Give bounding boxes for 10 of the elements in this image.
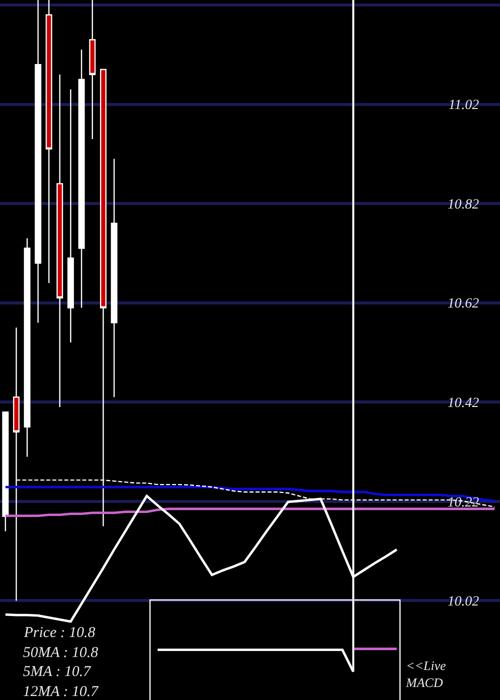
- y-tick-label: 10.42: [448, 396, 479, 412]
- annotation: <<Live MACD: [405, 658, 446, 690]
- y-tick-label: 10.02: [448, 594, 479, 610]
- annotation: 12MA : 10.7: [23, 684, 100, 700]
- y-tick-label: 11.02: [448, 98, 479, 114]
- annotation: 5MA : 10.7: [23, 664, 92, 680]
- y-tick-label: 10.62: [448, 296, 479, 312]
- annotation: 50MA : 10.8: [23, 645, 99, 661]
- y-tick-label: 10.82: [448, 197, 479, 212]
- annotation: Price : 10.8: [23, 625, 96, 641]
